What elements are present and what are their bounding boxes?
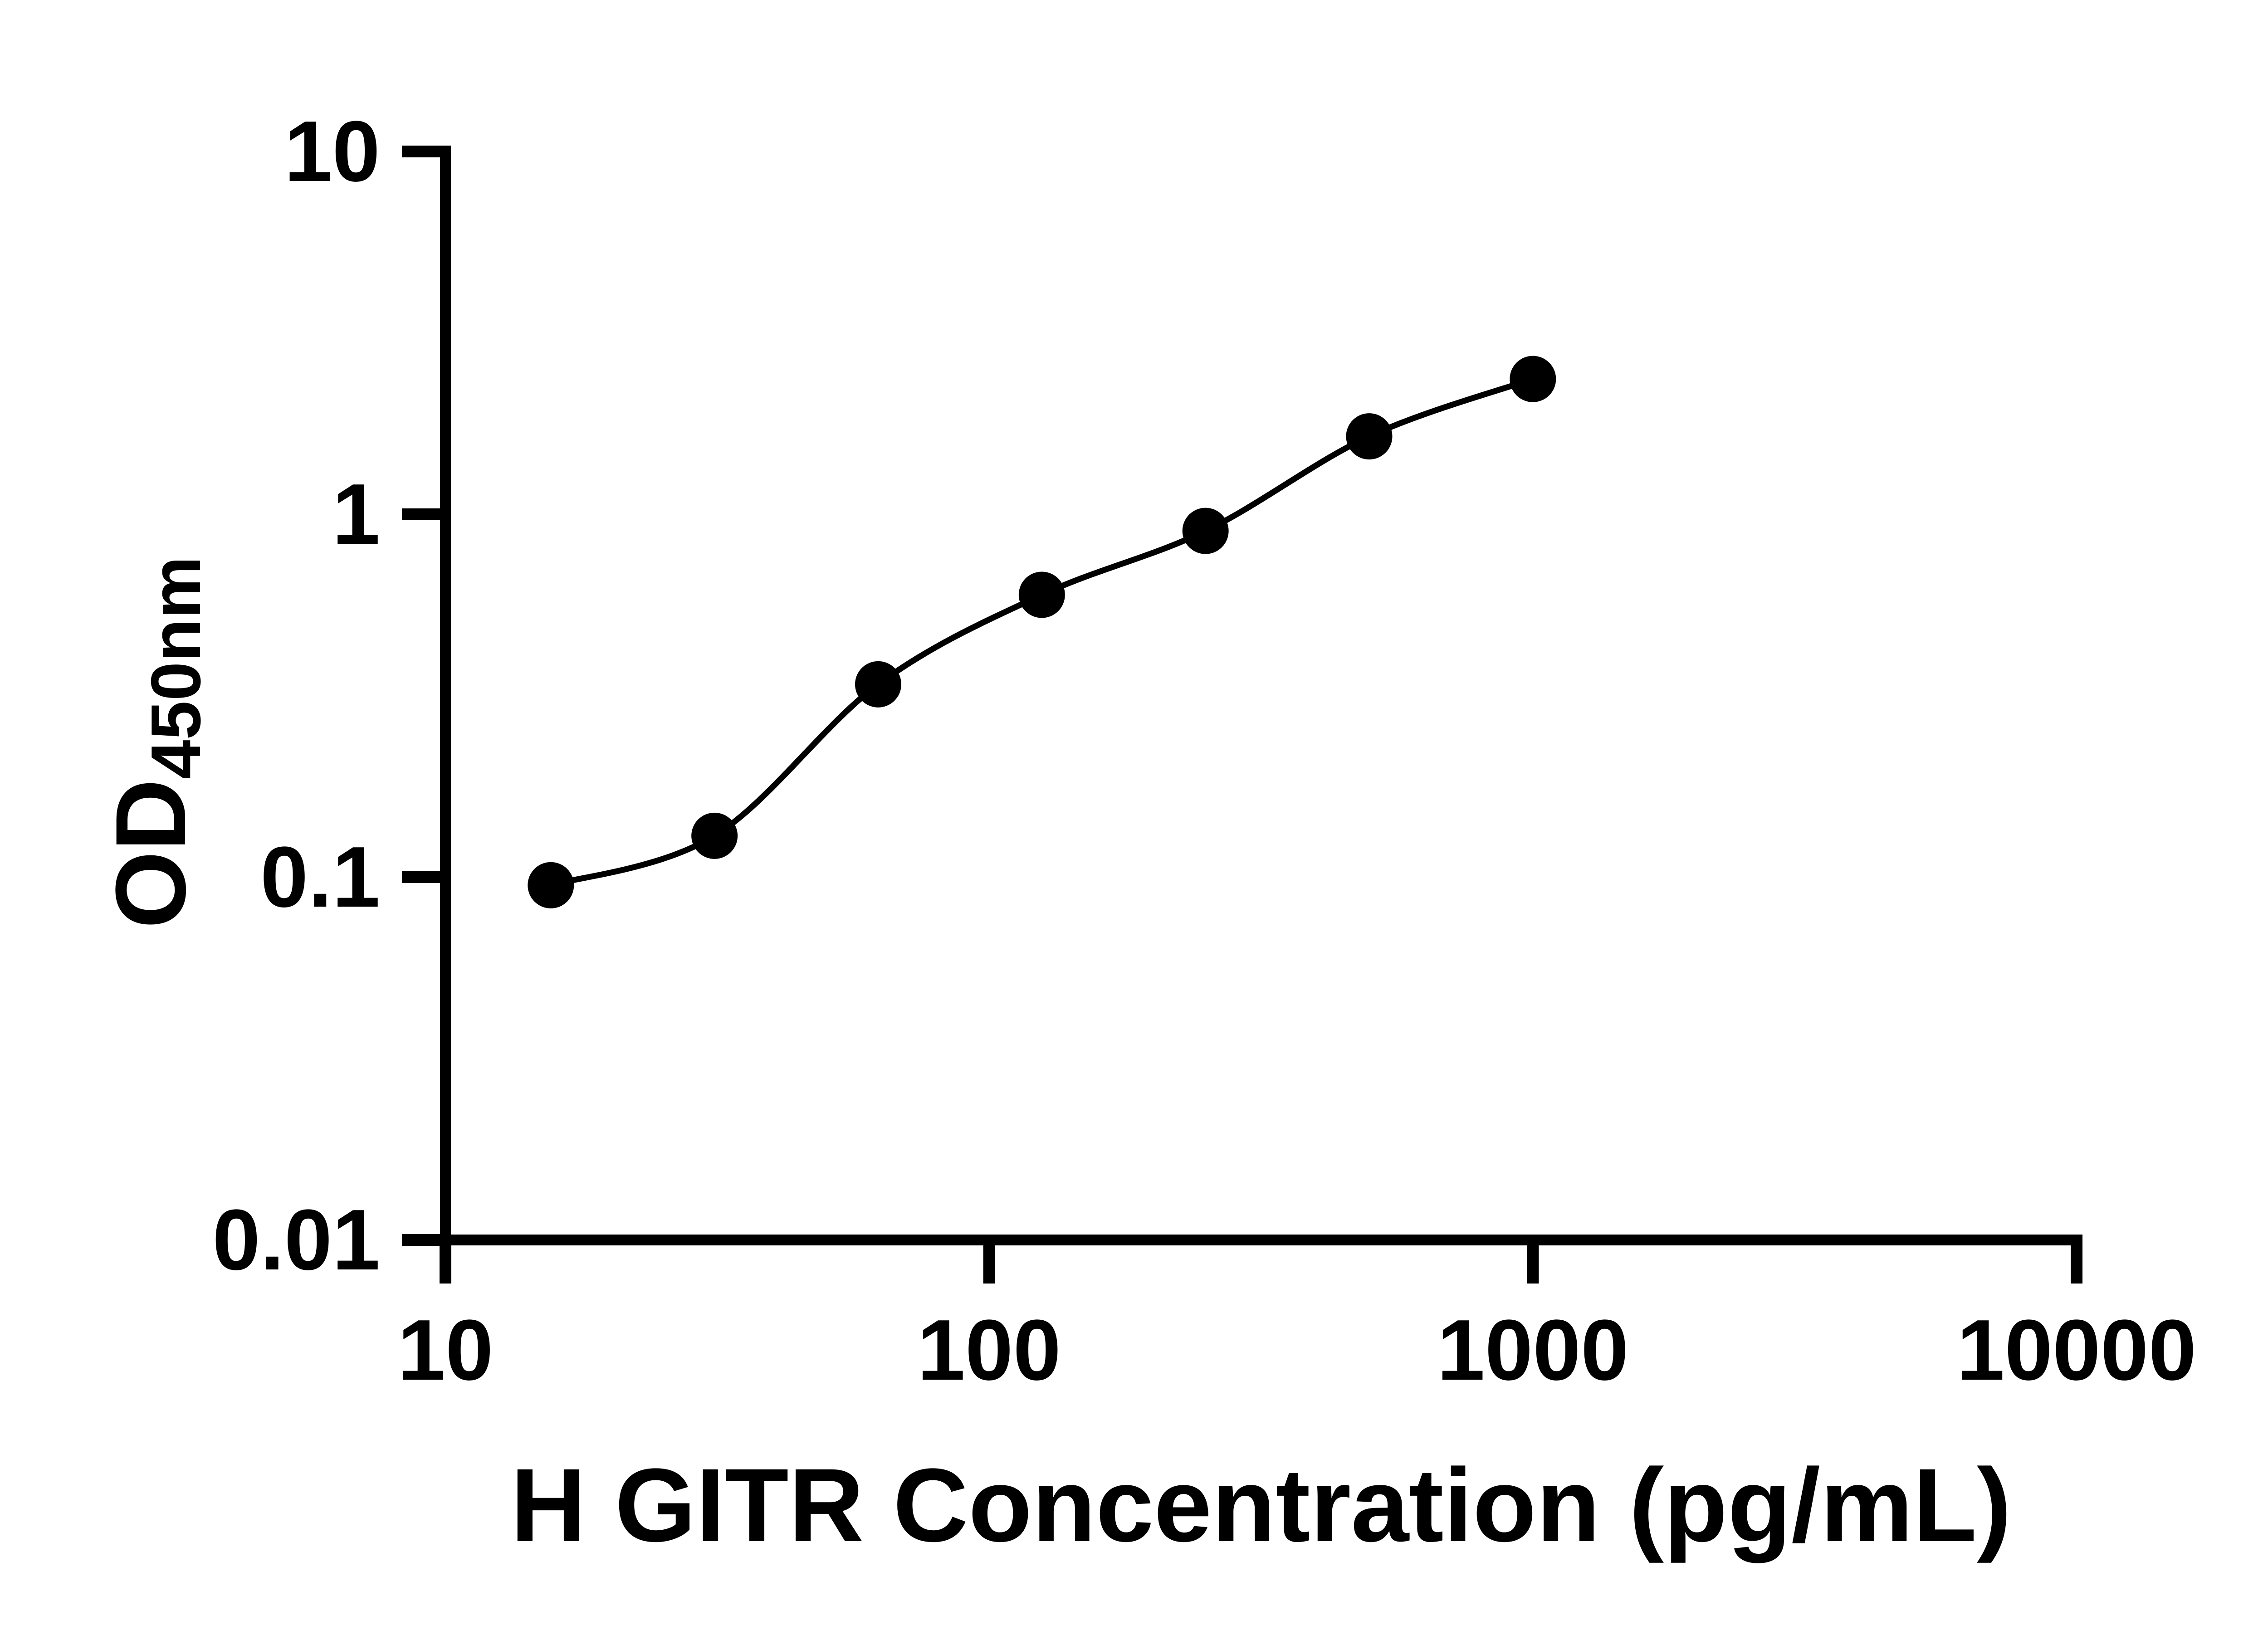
x-tick-label: 10000	[1957, 1302, 2196, 1398]
y-tick-label: 0.01	[212, 1192, 380, 1288]
y-axis-title-subscript: 450nm	[137, 556, 215, 779]
data-point	[528, 862, 574, 908]
tick-layer	[402, 146, 2082, 1284]
x-axis-title: H GITR Concentration (pg/mL)	[510, 1447, 2011, 1563]
axis-title-layer: H GITR Concentration (pg/mL) OD450nm	[95, 556, 2012, 1563]
data-point	[1018, 571, 1065, 618]
fit-curve	[550, 376, 1534, 888]
data-point	[1346, 413, 1393, 460]
x-tick-label: 10	[397, 1302, 493, 1398]
data-point	[855, 661, 901, 708]
data-point	[1510, 356, 1556, 402]
series-layer	[528, 356, 1556, 908]
axes-layer	[440, 146, 2082, 1245]
x-tick-label: 100	[917, 1302, 1061, 1398]
y-tick-label: 1	[332, 466, 380, 562]
data-point	[691, 812, 738, 859]
y-tick-label: 0.1	[260, 829, 380, 925]
x-tick-label: 1000	[1437, 1302, 1629, 1398]
y-axis-title-base: OD	[95, 779, 206, 929]
data-point	[1182, 508, 1229, 554]
y-axis-title: OD450nm	[95, 556, 215, 928]
y-tick-label: 10	[284, 103, 380, 200]
